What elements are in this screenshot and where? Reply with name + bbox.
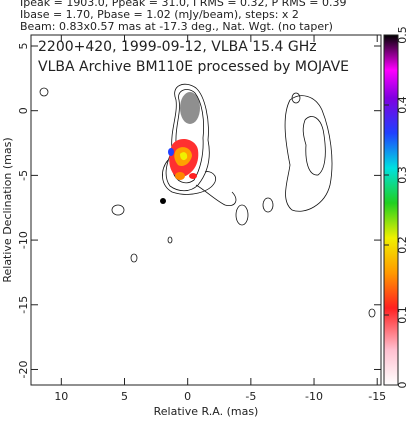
polarization: [160, 92, 200, 204]
colorbar-tick-label: 0.3: [396, 166, 409, 184]
plot-frame: [30, 34, 382, 386]
x-tick-label: 0: [184, 390, 191, 403]
y-axis-label: Relative Declination (mas): [1, 137, 14, 282]
header-line: Beam: 0.83x0.57 mas at -17.3 deg., Nat. …: [20, 20, 333, 33]
header-line: Ibase = 1.70, Pbase = 1.02 (mJy/beam), s…: [20, 8, 299, 21]
colorbar-tick-label: 0.1: [396, 306, 409, 324]
y-tick-label: -5: [17, 170, 30, 181]
y-tick-label: 0: [17, 107, 30, 114]
header-line: Ipeak = 1903.0, Ppeak = 31.0, I RMS = 0.…: [20, 0, 347, 9]
annotation: VLBA Archive BM110E processed by MOJAVE: [38, 59, 349, 75]
colorbar-tick-label: 0.2: [396, 236, 409, 254]
x-tick-label: -5: [245, 390, 256, 403]
colorbar-tick-label: 0.5: [396, 26, 409, 44]
x-axis-label: Relative R.A. (mas): [154, 405, 259, 418]
colorbar: [383, 34, 399, 386]
x-tick-label: -15: [368, 390, 386, 403]
colorbar-tick-label: 0.4: [396, 96, 409, 114]
annotation: 2200+420, 1999-09-12, VLBA 15.4 GHz: [38, 39, 317, 55]
y-tick-label: -15: [17, 296, 30, 314]
colorbar-tick-label: 0: [396, 382, 409, 389]
y-tick-label: 5: [17, 42, 30, 49]
x-tick-label: -10: [305, 390, 323, 403]
x-tick-label: 10: [54, 390, 68, 403]
contours: [39, 83, 376, 318]
y-tick-label: -10: [17, 231, 30, 249]
x-tick-label: 5: [121, 390, 128, 403]
y-tick-label: -20: [17, 360, 30, 378]
